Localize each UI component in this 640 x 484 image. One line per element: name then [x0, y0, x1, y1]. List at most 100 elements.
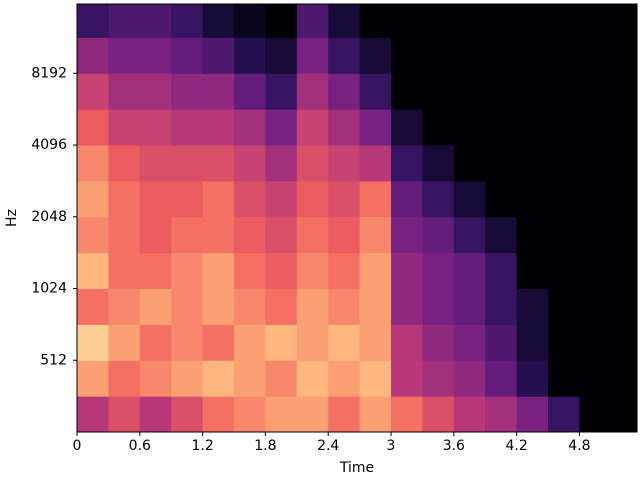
- cell: [265, 396, 298, 433]
- cell: [610, 37, 638, 74]
- cell: [359, 109, 392, 146]
- cell: [108, 288, 141, 325]
- x-tick-label: 1.8: [254, 438, 276, 454]
- cell: [234, 216, 266, 254]
- cell: [391, 288, 423, 325]
- cell: [610, 145, 638, 182]
- cell: [516, 288, 549, 325]
- cell: [171, 4, 204, 38]
- cell: [610, 252, 638, 290]
- cell: [171, 216, 204, 254]
- cell: [171, 288, 204, 325]
- cell: [359, 288, 392, 325]
- cell: [328, 180, 361, 218]
- cell: [171, 109, 204, 146]
- cell: [485, 109, 518, 146]
- cell: [516, 37, 549, 74]
- cell: [139, 37, 172, 74]
- cell: [202, 73, 235, 110]
- cell: [139, 396, 172, 433]
- cell: [77, 37, 109, 74]
- cell: [202, 324, 235, 361]
- cell: [422, 180, 455, 218]
- cell: [139, 288, 172, 325]
- cell: [485, 360, 518, 397]
- y-tick-label: 8192: [31, 65, 67, 81]
- cell: [108, 4, 141, 38]
- cell: [610, 109, 638, 146]
- x-tick-label: 2.4: [317, 438, 339, 454]
- cell: [516, 145, 549, 182]
- cell: [548, 4, 580, 38]
- cell: [548, 145, 580, 182]
- cell: [202, 252, 235, 290]
- cell: [108, 216, 141, 254]
- cell: [453, 288, 486, 325]
- cell: [77, 109, 109, 146]
- cell: [108, 109, 141, 146]
- cell: [108, 252, 141, 290]
- cell: [359, 216, 392, 254]
- cell: [391, 37, 423, 74]
- cell: [77, 73, 109, 110]
- cell: [485, 324, 518, 361]
- cell: [579, 324, 612, 361]
- cell: [391, 252, 423, 290]
- cell: [610, 4, 638, 38]
- cell: [265, 324, 298, 361]
- cell: [485, 145, 518, 182]
- y-tick-label: 512: [40, 352, 67, 368]
- cell: [391, 145, 423, 182]
- cell: [391, 324, 423, 361]
- cell: [328, 396, 361, 433]
- cell: [579, 180, 612, 218]
- cell: [108, 396, 141, 433]
- cell: [453, 324, 486, 361]
- cell: [548, 180, 580, 218]
- cell: [234, 109, 266, 146]
- cell: [296, 288, 329, 325]
- cell: [391, 180, 423, 218]
- cell: [265, 216, 298, 254]
- cell: [108, 145, 141, 182]
- cell: [422, 252, 455, 290]
- cell: [328, 109, 361, 146]
- cell: [171, 37, 204, 74]
- y-tick-label: 4096: [31, 137, 67, 153]
- cell: [453, 37, 486, 74]
- cell: [296, 180, 329, 218]
- cell: [108, 180, 141, 218]
- cell: [359, 396, 392, 433]
- x-tick-label: 4.8: [568, 438, 590, 454]
- x-axis-label: Time: [339, 460, 374, 476]
- cell: [108, 37, 141, 74]
- cell: [108, 73, 141, 110]
- cell: [328, 252, 361, 290]
- y-tick-label: 2048: [31, 209, 67, 225]
- x-tick-label: 0.6: [129, 438, 151, 454]
- cell: [296, 109, 329, 146]
- cell: [359, 145, 392, 182]
- cell: [296, 324, 329, 361]
- cell: [453, 216, 486, 254]
- cell: [108, 360, 141, 397]
- cell: [579, 4, 612, 38]
- cell: [202, 396, 235, 433]
- cell: [77, 324, 109, 361]
- cell: [296, 360, 329, 397]
- cell: [234, 252, 266, 290]
- cell: [610, 216, 638, 254]
- cell: [328, 4, 361, 38]
- cell: [139, 4, 172, 38]
- cell: [485, 180, 518, 218]
- cell: [202, 37, 235, 74]
- cell: [548, 396, 580, 433]
- cell: [579, 145, 612, 182]
- cell: [234, 145, 266, 182]
- cell: [422, 145, 455, 182]
- cell: [548, 360, 580, 397]
- cell: [77, 180, 109, 218]
- cell: [485, 252, 518, 290]
- cell: [234, 360, 266, 397]
